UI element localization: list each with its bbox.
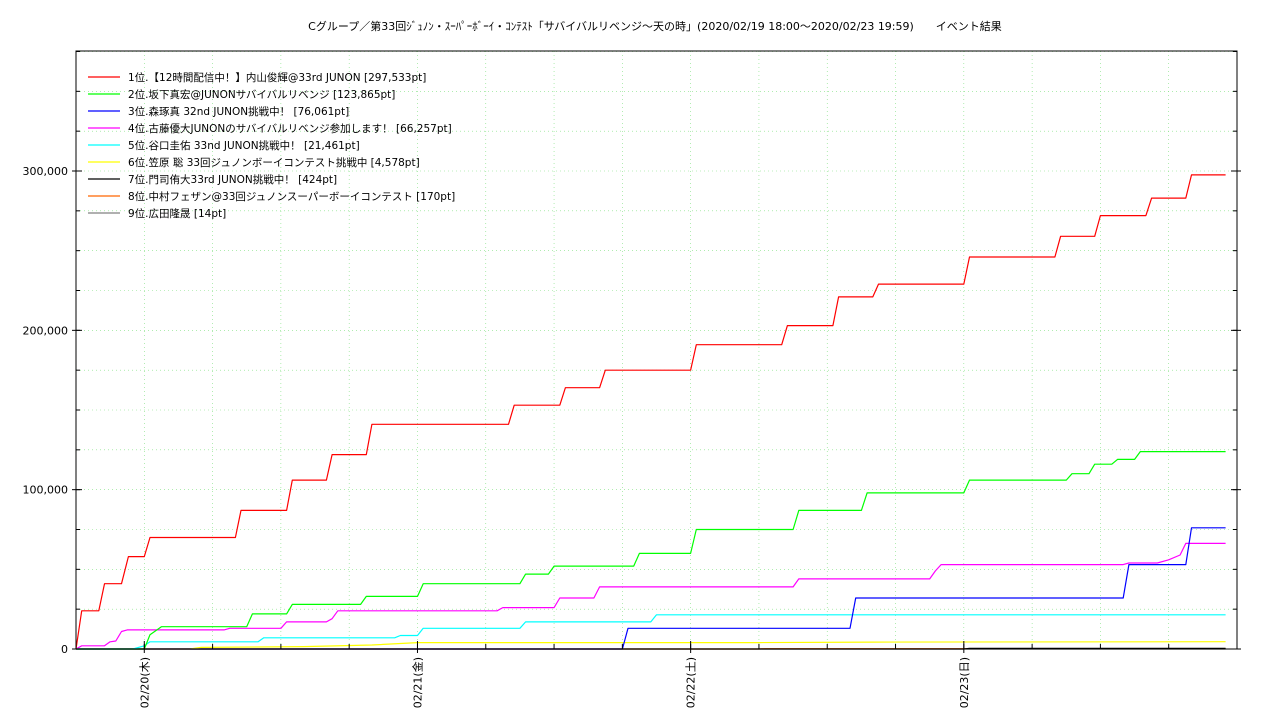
series-line: [76, 451, 1226, 650]
series-line: [75, 542, 1226, 650]
y-tick-label: 0: [61, 643, 68, 656]
y-tick-label: 200,000: [23, 324, 69, 337]
legend-label: 7位.門司侑大33rd JUNON挑戦中！ [424pt]: [128, 173, 337, 186]
x-tick-label: 02/22(土): [685, 657, 698, 708]
legend-label: 5位.谷口圭佑 33nd JUNON挑戦中！ [21,461pt]: [128, 139, 360, 152]
legend-label: 6位.笠原 聡 33回ジュノンボーイコンテスト挑戦中 [4,578pt]: [128, 156, 420, 169]
y-tick-label: 100,000: [23, 484, 69, 497]
y-tick-label: 300,000: [23, 165, 69, 178]
series-line: [76, 527, 1226, 650]
legend-label: 9位.広田隆晟 [14pt]: [128, 207, 226, 220]
series-line: [76, 614, 1226, 650]
axes: 0 100,000 200,000 300,000 02/20(木) 02/21(金) 02…: [23, 51, 1241, 708]
series-lines: [75, 174, 1226, 650]
chart-title: Cグループ／第33回ｼﾞｭﾉﾝ・ｽｰﾊﾟｰﾎﾞｰｲ・ｺﾝﾃｽﾄ「サバイバルリベン…: [308, 19, 1002, 33]
legend-label: 8位.中村フェザン@33回ジュノンスーパーボーイコンテスト [170pt]: [128, 190, 455, 203]
series-line: [75, 174, 1226, 650]
x-tick-label: 02/23(日): [958, 657, 971, 708]
legend-label: 4位.古藤優大JUNONのサバイバルリベンジ参加します！ [66,257pt]: [128, 122, 452, 135]
legend-label: 1位.【12時間配信中！】内山俊輝@33rd JUNON [297,533pt]: [128, 71, 426, 84]
legend: 1位.【12時間配信中！】内山俊輝@33rd JUNON [297,533pt]…: [88, 71, 455, 220]
x-tick-label: 02/20(木): [138, 657, 151, 708]
plot-frame: [75, 50, 1238, 650]
legend-label: 3位.森琢真 32nd JUNON挑戦中！ [76,061pt]: [128, 105, 349, 118]
legend-label: 2位.坂下真宏@JUNONサバイバルリベンジ [123,865pt]: [128, 88, 395, 101]
x-tick-label: 02/21(金): [410, 657, 424, 708]
